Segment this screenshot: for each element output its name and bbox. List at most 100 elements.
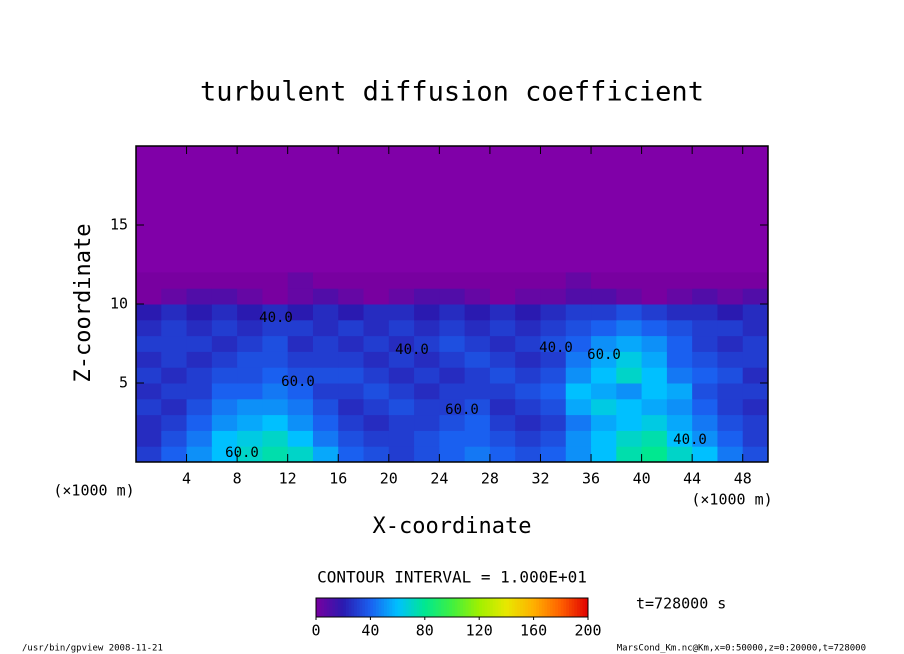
heatmap-cell: [312, 430, 339, 447]
contour-label: 60.0: [587, 347, 621, 363]
heatmap-cell: [439, 319, 466, 337]
heatmap-cell: [489, 383, 516, 400]
heatmap-cell: [692, 414, 718, 431]
heatmap-cell: [439, 430, 466, 447]
heatmap-cell: [666, 430, 693, 447]
heatmap-cell: [464, 446, 491, 463]
colorbar-segment: [427, 598, 431, 617]
colorbar-segment: [324, 598, 328, 617]
heatmap-cell: [136, 272, 162, 289]
heatmap-cell: [489, 398, 516, 416]
heatmap-cell: [565, 398, 592, 416]
colorbar-segment: [560, 598, 565, 617]
heatmap-cell: [262, 367, 289, 384]
colorbar-segment: [498, 598, 502, 617]
heatmap-cell: [186, 446, 213, 463]
heatmap-cell: [616, 288, 643, 305]
heatmap-cell: [414, 335, 440, 352]
colorbar-segment: [419, 598, 423, 617]
heatmap-cell: [161, 367, 188, 384]
heatmap-cell: [515, 430, 541, 447]
heatmap-cell: [742, 272, 769, 289]
heatmap-cell: [312, 319, 339, 337]
heatmap-cell: [414, 398, 440, 416]
colorbar-segment: [424, 598, 429, 617]
heatmap-cell: [641, 288, 668, 305]
colorbar-segment: [375, 598, 380, 617]
heatmap-cell: [414, 351, 440, 368]
colorbar-segment: [452, 598, 456, 617]
colorbar-segment: [386, 598, 390, 617]
heatmap-cell: [641, 367, 668, 384]
colorbar-segment: [362, 598, 366, 617]
heatmap-cell: [439, 398, 466, 416]
heatmap-cell: [666, 288, 693, 305]
contour-label: 40.0: [395, 342, 429, 358]
heatmap-cell: [565, 446, 592, 463]
heatmap-cell: [692, 430, 718, 447]
heatmap-cell: [161, 351, 188, 368]
heatmap-cell: [666, 367, 693, 384]
heatmap-cell: [540, 351, 567, 368]
heatmap-cell: [312, 288, 339, 305]
heatmap-cell: [136, 351, 162, 368]
colorbar-segment: [403, 598, 407, 617]
heatmap-cell: [565, 288, 592, 305]
colorbar-segment: [571, 598, 575, 617]
colorbar-segment: [468, 598, 472, 617]
heatmap-cell: [186, 351, 213, 368]
heatmap-cell: [186, 319, 213, 337]
heatmap-cell: [186, 304, 213, 321]
heatmap-cell: [540, 367, 567, 384]
colorbar-segment: [422, 598, 426, 617]
heatmap-cell: [742, 414, 769, 431]
heatmap-cell: [136, 288, 162, 305]
heatmap-cell: [136, 304, 162, 321]
colorbar-segment: [544, 598, 548, 617]
heatmap-cell: [540, 398, 567, 416]
heatmap-cell: [464, 319, 491, 337]
colorbar-segment: [525, 598, 529, 617]
heatmap-cell: [287, 288, 314, 305]
heatmap-cell: [591, 446, 617, 463]
heatmap-cell: [161, 398, 188, 416]
heatmap-cell: [489, 446, 516, 463]
heatmap-cell: [489, 288, 516, 305]
colorbar-tick-label: 120: [466, 622, 493, 640]
heatmap-cell: [540, 430, 567, 447]
heatmap-cell: [439, 272, 466, 289]
heatmap-cell: [237, 288, 263, 305]
heatmap-cell: [591, 414, 617, 431]
colorbar-segment: [438, 598, 442, 617]
heatmap-cell: [237, 272, 263, 289]
colorbar-segment: [432, 598, 437, 617]
contour-label: 40.0: [259, 310, 293, 326]
heatmap-cell: [186, 398, 213, 416]
heatmap-cell: [489, 367, 516, 384]
contour-label: 60.0: [281, 374, 315, 390]
heatmap-cell: [338, 367, 365, 384]
colorbar-segment: [321, 598, 325, 617]
heatmap-cell: [666, 304, 693, 321]
colorbar-segment: [539, 598, 543, 617]
heatmap-cell: [616, 430, 643, 447]
colorbar-segment: [443, 598, 448, 617]
colorbar-segment: [340, 598, 344, 617]
heatmap-cell: [262, 272, 289, 289]
colorbar-segment: [566, 598, 570, 617]
heatmap-cell: [515, 319, 541, 337]
heatmap-cell: [742, 430, 769, 447]
colorbar-segment: [511, 598, 516, 617]
heatmap-cell: [287, 398, 314, 416]
heatmap-cell: [489, 414, 516, 431]
heatmap-cell: [439, 414, 466, 431]
heatmap-cell: [439, 335, 466, 352]
colorbar-segment: [582, 598, 586, 617]
heatmap-cell: [262, 430, 289, 447]
x-tick-label: 20: [380, 470, 398, 488]
x-tick-label: 44: [683, 470, 701, 488]
colorbar-segment: [430, 598, 434, 617]
heatmap-cell: [262, 414, 289, 431]
colorbar-segment: [479, 598, 483, 617]
colorbar-segment: [348, 598, 352, 617]
